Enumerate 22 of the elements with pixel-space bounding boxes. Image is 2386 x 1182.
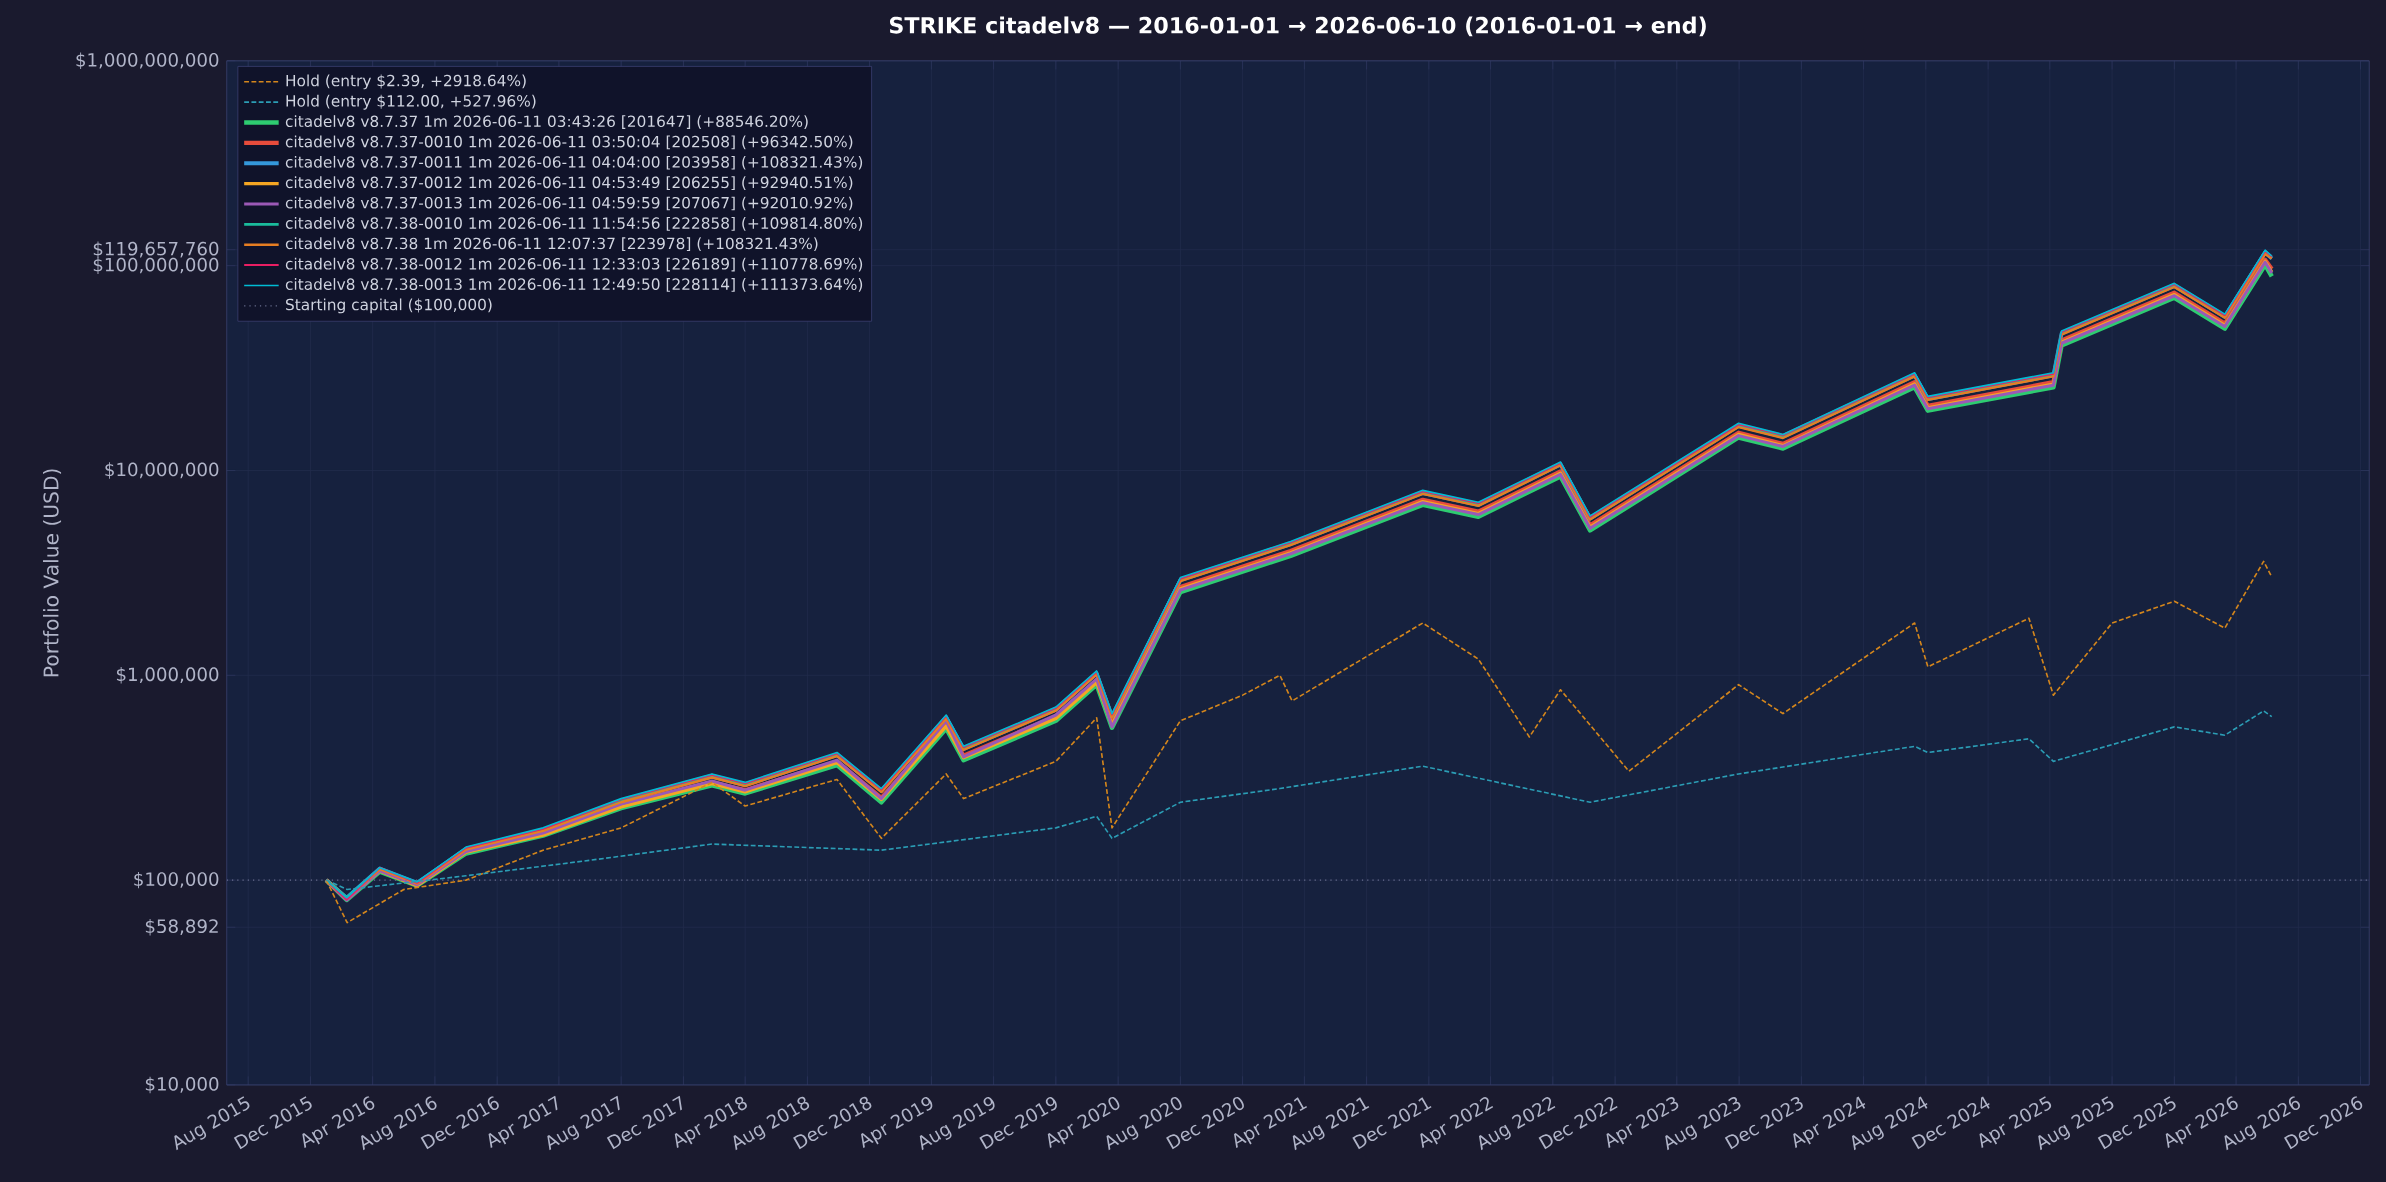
legend-label: citadelv8 v8.7.38-0012 1m 2026-06-11 12:33:03 [226189] (+110778.69%) xyxy=(285,257,863,272)
legend-label: citadelv8 v8.7.37-0013 1m 2026-06-11 04:59:59 [207067] (+92010.92%) xyxy=(285,196,853,211)
legend-label: citadelv8 v8.7.38-0013 1m 2026-06-11 12:49:50 [228114] (+111373.64%) xyxy=(285,277,863,292)
legend-label: citadelv8 v8.7.37-0010 1m 2026-06-11 03:50:04 [202508] (+96342.50%) xyxy=(285,135,853,150)
y-tick-label: $10,000,000 xyxy=(105,462,219,479)
y-axis-title: Portfolio Value (USD) xyxy=(43,469,62,676)
legend-label: citadelv8 v8.7.37-0011 1m 2026-06-11 04:04:00 [203958] (+108321.43%) xyxy=(285,155,863,170)
y-tick-label: $10,000 xyxy=(145,1076,219,1094)
legend-label: Hold (entry $2.39, +2918.64%) xyxy=(286,74,526,90)
legend-label: Starting capital ($100,000) xyxy=(286,298,492,314)
y-tick-label: $58,892 xyxy=(145,918,218,936)
legend-label: Hold (entry $112.00, +527.96%) xyxy=(286,94,536,110)
legend-label: citadelv8 v8.7.38 1m 2026-06-11 12:07:37 [223978] (+108321.43%) xyxy=(285,237,818,251)
y-tick-label: $119,657,760 xyxy=(93,241,219,258)
legend-label: citadelv8 v8.7.37 1m 2026-06-11 03:43:26 [201647] (+88546.20%) xyxy=(285,115,808,129)
y-tick-label: $1,000,000,000 xyxy=(76,52,219,69)
legend-label: citadelv8 v8.7.37-0012 1m 2026-06-11 04:53:49 [206255] (+92940.51%) xyxy=(285,176,853,190)
y-tick-label: $100,000 xyxy=(134,871,219,889)
y-tick-label: $100,000,000 xyxy=(93,257,219,274)
y-tick-label: $1,000,000 xyxy=(116,666,219,684)
chart-title: STRIKE citadelv8 — 2016-01-01 → 2026-06-10 (2016-01-01 → end) xyxy=(889,16,1706,37)
legend-label: citadelv8 v8.7.38-0010 1m 2026-06-11 11:54:56 [222858] (+109814.80%) xyxy=(285,216,863,231)
